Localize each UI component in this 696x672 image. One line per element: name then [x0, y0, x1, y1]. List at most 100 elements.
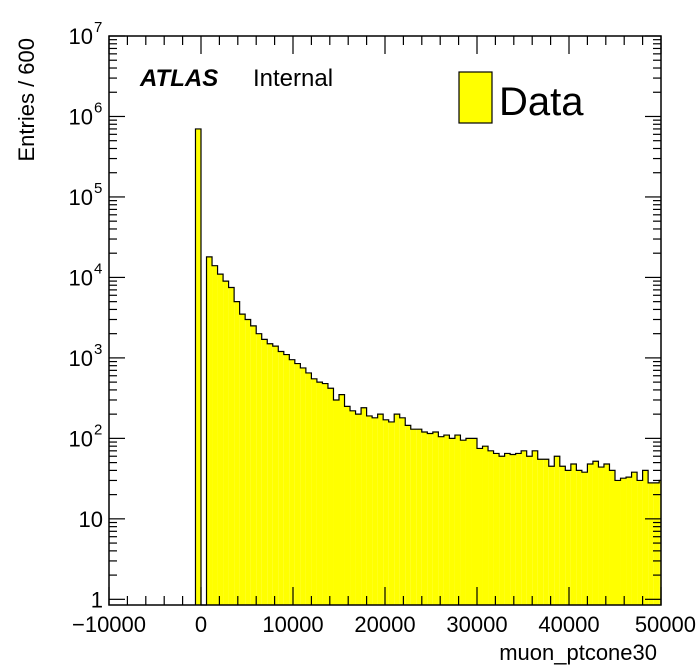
histogram-bar	[217, 274, 224, 605]
histogram-bar	[305, 372, 312, 605]
histogram-bar	[631, 472, 638, 605]
histogram-bar	[637, 480, 643, 605]
y-tick-label: 10 4	[69, 260, 103, 290]
y-tick-base: 1	[91, 587, 103, 612]
histogram-bars	[195, 128, 661, 605]
histogram-bar	[327, 388, 334, 605]
histogram-bar	[239, 314, 246, 605]
histogram-bar	[432, 431, 439, 605]
y-tick-base: 10	[69, 265, 93, 290]
histogram-bar	[482, 446, 489, 605]
histogram-bar	[294, 363, 301, 605]
histogram-bar	[405, 425, 411, 605]
y-tick-label: 10 2	[69, 421, 103, 451]
histogram-bar	[256, 333, 262, 605]
histogram-bar	[283, 354, 290, 605]
y-tick-base: 10	[69, 346, 93, 371]
histogram-bar	[642, 470, 649, 605]
histogram-bar	[355, 414, 362, 605]
histogram-bar	[449, 438, 455, 605]
axis-ticks	[108, 35, 662, 605]
y-tick-base: 10	[69, 426, 93, 451]
histogram-bar	[234, 301, 240, 605]
histogram-bar	[465, 438, 472, 605]
histogram-bar	[537, 459, 544, 605]
histogram-bar	[504, 453, 511, 605]
histogram-bar	[587, 464, 593, 605]
y-tick-label: 1	[91, 587, 103, 612]
histogram-bar	[399, 417, 406, 605]
x-tick-label: 10000	[262, 612, 323, 637]
histogram-bar	[416, 429, 422, 605]
histogram-bar	[471, 438, 477, 605]
histogram-bar	[388, 421, 395, 605]
histogram-bar	[311, 378, 317, 605]
histogram-bar	[626, 477, 632, 605]
histogram-bar	[372, 417, 378, 605]
histogram-bar	[515, 453, 522, 605]
histogram-bar	[421, 431, 428, 605]
histogram-bar	[570, 464, 577, 605]
x-tick-label: −10000	[72, 612, 146, 637]
histogram-bar	[576, 470, 582, 605]
histogram-bar	[383, 419, 389, 605]
x-tick-label: 30000	[446, 612, 507, 637]
histogram-bar	[526, 456, 533, 605]
histogram-bar	[609, 470, 615, 605]
y-tick-base: 10	[69, 24, 93, 49]
x-axis-title: muon_ptcone30	[499, 640, 657, 665]
histogram-bar	[333, 399, 339, 605]
histogram-bar	[454, 435, 461, 605]
histogram-bar	[250, 325, 257, 605]
y-tick-exponent: 6	[94, 99, 102, 116]
histogram-bar	[460, 440, 466, 605]
histogram-bar	[350, 410, 356, 605]
atlas-label: ATLAS	[139, 65, 218, 92]
histogram-bar	[554, 456, 560, 605]
histogram-bar	[206, 256, 213, 605]
histogram-bar	[548, 466, 555, 605]
x-tick-label: 50000	[635, 612, 696, 637]
histogram-bar	[228, 287, 235, 605]
histogram-bar	[603, 464, 610, 605]
histogram-bar	[394, 414, 400, 605]
histogram-bar	[300, 367, 306, 605]
histogram-bar	[648, 482, 654, 605]
y-tick-exponent: 2	[94, 421, 102, 438]
histogram-bar	[443, 435, 450, 605]
histogram-bar	[499, 456, 505, 605]
y-tick-exponent: 7	[94, 19, 102, 36]
histogram-bar	[532, 450, 538, 605]
y-tick-base: 10	[79, 507, 103, 532]
histogram-bar	[581, 472, 588, 605]
y-tick-label: 10 5	[69, 180, 103, 210]
x-tick-label: 20000	[354, 612, 415, 637]
histogram-bar	[477, 448, 483, 605]
histogram-bar	[366, 415, 373, 605]
x-tick-label: 40000	[538, 612, 599, 637]
histogram-bar	[653, 482, 660, 605]
histogram-bar	[289, 359, 295, 605]
histogram-bar	[592, 461, 599, 605]
histogram-bar	[438, 436, 444, 605]
y-axis-title: Entries / 600	[14, 38, 39, 162]
legend-swatch	[458, 71, 493, 124]
histogram-bar	[620, 478, 627, 605]
y-tick-base: 10	[69, 185, 93, 210]
histogram-bar	[272, 346, 279, 605]
y-tick-base: 10	[69, 104, 93, 129]
y-tick-label: 10 6	[69, 99, 103, 129]
histogram-bar	[543, 459, 549, 605]
histogram-bar	[510, 454, 516, 605]
histogram-bar	[427, 433, 433, 605]
histogram-bar	[521, 450, 527, 605]
y-tick-label: 10	[79, 507, 103, 532]
x-tick-labels: −10000 0 10000 20000 30000 40000 50000	[72, 612, 696, 637]
histogram-bar	[195, 128, 201, 605]
histogram-bar	[559, 466, 566, 605]
histogram-bar	[493, 453, 500, 605]
histogram-outline	[194, 128, 661, 606]
internal-label: Internal	[253, 65, 333, 92]
